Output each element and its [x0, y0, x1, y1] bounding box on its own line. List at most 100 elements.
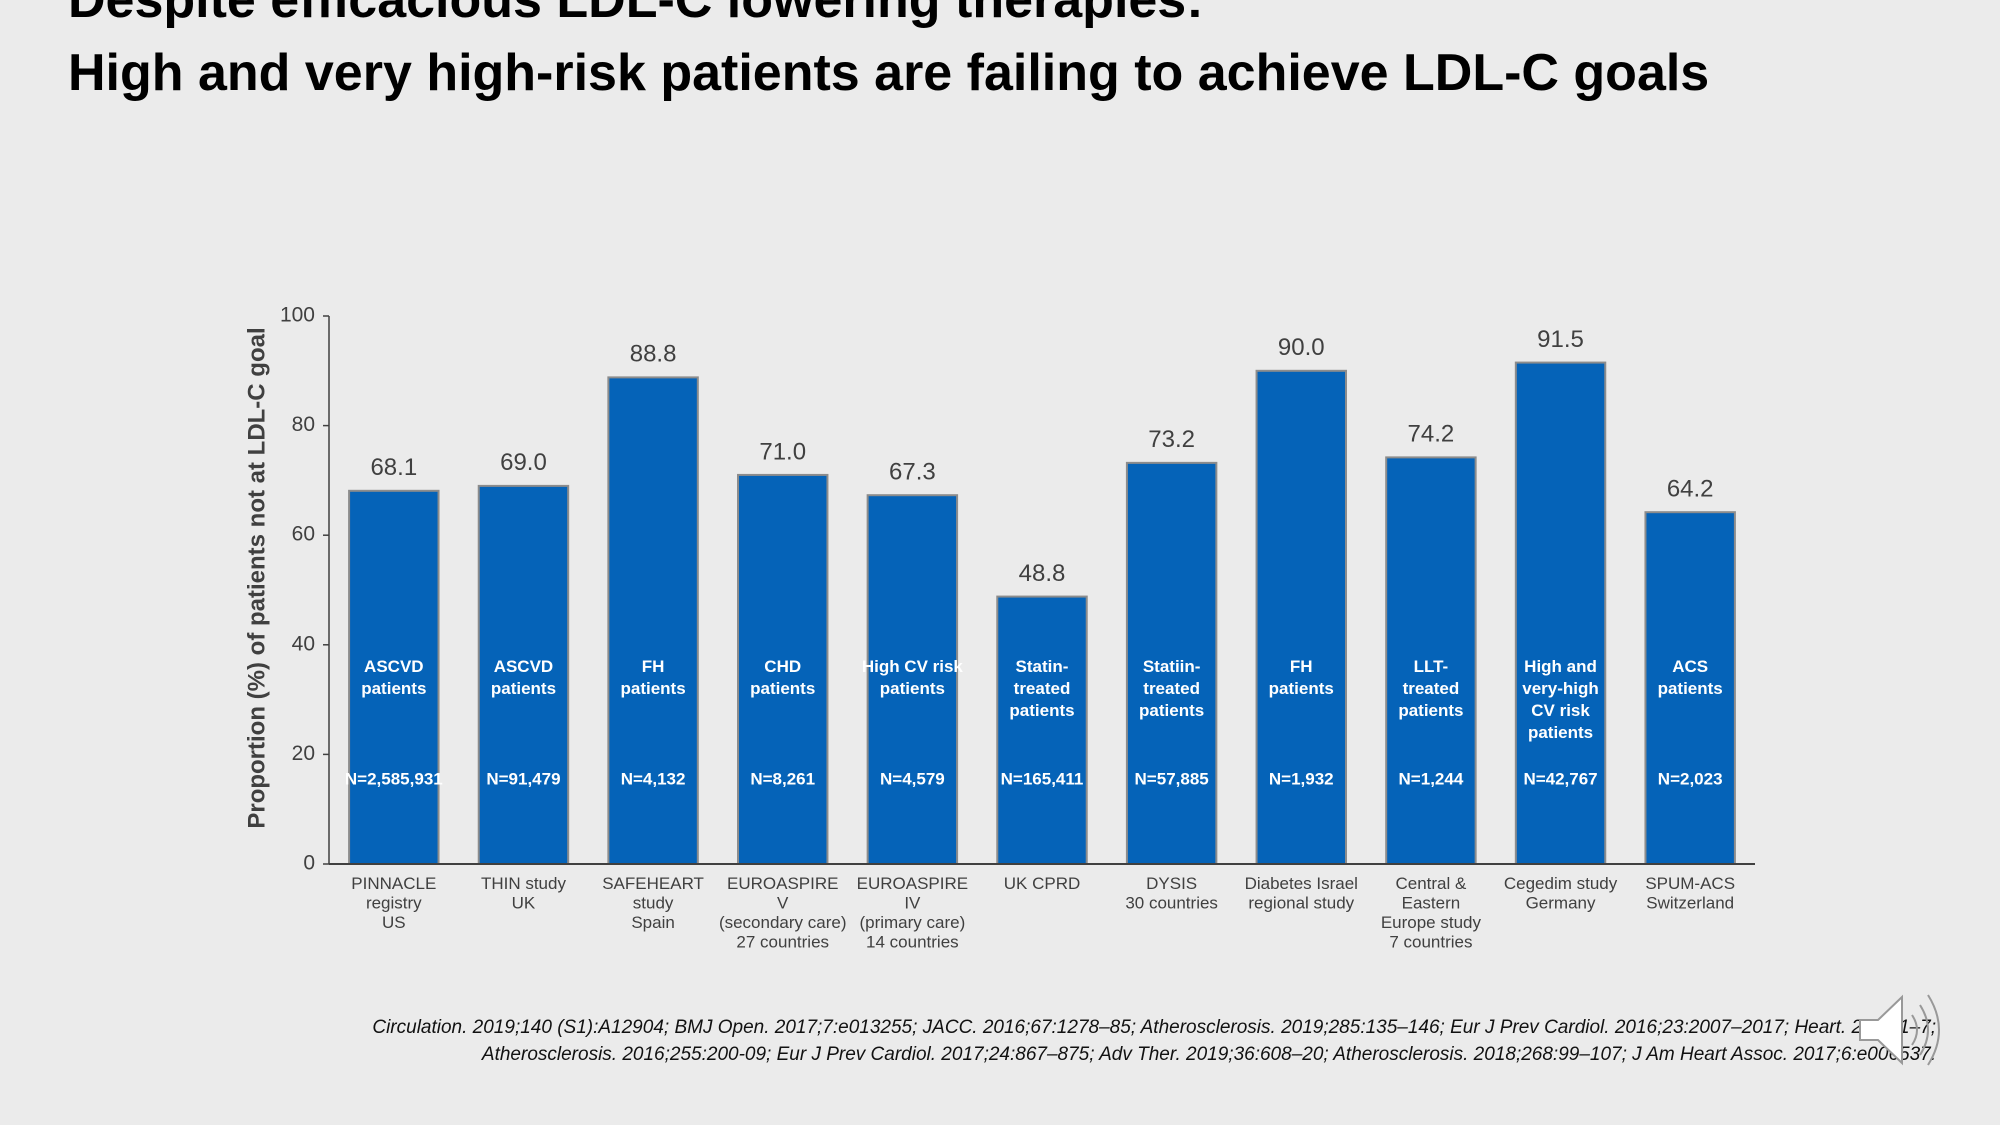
x-tick-label: Diabetes Israel regional study: [1245, 874, 1358, 913]
bar-inner-label-line: Statin-: [1016, 657, 1069, 676]
x-tick-label-line: IV: [904, 894, 921, 913]
x-tick-label-line: DYSIS: [1146, 874, 1197, 893]
x-tick-label-line: 27 countries: [736, 933, 829, 952]
x-tick-label: PINNACLE registry US: [351, 874, 436, 932]
x-tick-label-line: (primary care): [859, 913, 965, 932]
bar-inner-label-line: LLT-: [1414, 657, 1449, 676]
title-line: High and very high-risk patients are fai…: [68, 44, 1710, 102]
bar-inner-label-line: FH: [1290, 657, 1313, 676]
y-tick-label: 60: [292, 523, 315, 546]
x-tick-label-line: 14 countries: [866, 933, 959, 952]
bar: [996, 595, 1088, 865]
x-tick-label-line: UK: [512, 894, 536, 913]
bar-inner-label-line: Statiin-: [1143, 657, 1201, 676]
bar-inner-label-line: CV risk: [1531, 701, 1590, 720]
x-tick-label-line: Switzerland: [1646, 894, 1734, 913]
n-label: N=91,479: [486, 769, 560, 788]
y-tick-label: 100: [280, 304, 315, 327]
value-label: 71.0: [759, 438, 806, 465]
x-tick-label-line: Spain: [631, 913, 674, 932]
bar-inner-label: High and very-high CV risk patients: [1522, 657, 1599, 742]
bar-inner-label-line: patients: [361, 679, 426, 698]
x-tick-label-line: US: [382, 913, 406, 932]
bar-inner-label-line: ASCVD: [364, 657, 424, 676]
bar-inner-label-line: very-high: [1522, 679, 1599, 698]
x-tick-label-line: EUROASPIRE: [857, 874, 968, 893]
reference-line: Atherosclerosis. 2016;255:200-09; Eur J …: [481, 1044, 1936, 1065]
bar-inner-label-line: FH: [642, 657, 665, 676]
sound-wave: [1911, 1014, 1918, 1046]
bar-inner-label: ACS patients: [1658, 657, 1723, 698]
bar-inner-label-line: patients: [620, 679, 685, 698]
x-tick-label-line: EUROASPIRE: [727, 874, 838, 893]
y-tick-label: 0: [303, 852, 315, 875]
title-line: Despite efficacious LDL-C lowering thera…: [68, 0, 1204, 29]
value-label: 68.1: [370, 454, 417, 481]
bar-inner-label: FH patients: [620, 657, 685, 698]
x-tick-label: EUROASPIRE V (secondary care) 27 countries: [719, 874, 847, 952]
bar: [1255, 369, 1347, 865]
bar: [1385, 456, 1477, 865]
references: Circulation. 2019;140 (S1):A12904; BMJ O…: [300, 1014, 1936, 1068]
x-tick-label-line: study: [633, 894, 674, 913]
bar-inner-label-line: treated: [1143, 679, 1200, 698]
bar-inner-label-line: treated: [1403, 679, 1460, 698]
bar-inner-label-line: patients: [1269, 679, 1334, 698]
x-tick-label-line: Diabetes Israel: [1245, 874, 1358, 893]
bar-inner-label-line: High CV risk: [862, 657, 964, 676]
value-label: 64.2: [1667, 476, 1714, 503]
bar: [477, 484, 570, 865]
bar-inner-label-line: patients: [1528, 723, 1593, 742]
x-tick-label: EUROASPIRE IV (primary care) 14 countries: [857, 874, 968, 952]
bar-inner-label-line: ACS: [1672, 657, 1708, 676]
x-tick-label-line: UK CPRD: [1004, 874, 1081, 893]
bar-inner-label-line: patients: [1139, 701, 1204, 720]
x-tick-label: DYSIS 30 countries: [1125, 874, 1218, 913]
n-label: N=4,579: [880, 769, 945, 788]
x-tick-label-line: Cegedim study: [1504, 874, 1618, 893]
x-tick-label: SAFEHEART study Spain: [602, 874, 704, 932]
bar: [607, 376, 699, 865]
x-tick-label: UK CPRD: [1004, 874, 1081, 893]
bar-inner-label: ASCVD patients: [361, 657, 426, 698]
x-tick-label-line: Germany: [1526, 894, 1596, 913]
bar-inner-label: LLT-treated patients: [1398, 657, 1463, 720]
value-label: 48.8: [1019, 560, 1066, 587]
x-tick-label-line: (secondary care): [719, 913, 847, 932]
bar-inner-label: High CV risk patients: [862, 657, 964, 698]
x-tick-label-line: V: [777, 894, 789, 913]
bar-inner-label: ASCVD patients: [491, 657, 556, 698]
value-label: 73.2: [1148, 426, 1195, 453]
value-label: 91.5: [1537, 326, 1584, 353]
n-label: N=165,411: [1001, 769, 1084, 788]
n-label: N=1,244: [1399, 769, 1464, 788]
x-tick-label: Cegedim study Germany: [1504, 874, 1618, 913]
bar-inner-label: Statin-treated patients: [1009, 657, 1074, 720]
speaker-icon[interactable]: [1850, 985, 1960, 1075]
y-tick-label: 80: [292, 413, 315, 436]
bar-inner-label-line: patients: [1658, 679, 1723, 698]
value-label: 88.8: [630, 341, 677, 368]
value-label: 67.3: [889, 459, 936, 486]
x-tick-label: THIN study UK: [481, 874, 567, 913]
value-label: 74.2: [1408, 421, 1455, 448]
x-tick-label: Central & Eastern Europe study 7 countries: [1381, 874, 1482, 952]
n-label: N=57,885: [1135, 769, 1209, 788]
bar-inner-label-line: patients: [1009, 701, 1074, 720]
bar-inner-label-line: CHD: [764, 657, 801, 676]
x-tick-label: SPUM-ACS Switzerland: [1645, 874, 1735, 913]
bar-inner-label-line: treated: [1014, 679, 1071, 698]
speaker-body: [1859, 994, 1903, 1066]
bar-inner-label-line: patients: [491, 679, 556, 698]
x-tick-label-line: Central &: [1395, 874, 1467, 893]
x-tick-label-line: SPUM-ACS: [1645, 874, 1735, 893]
reference-line: Circulation. 2019;140 (S1):A12904; BMJ O…: [372, 1017, 1936, 1038]
n-label: N=1,932: [1269, 769, 1334, 788]
n-label: N=4,132: [621, 769, 686, 788]
n-label: N=2,023: [1658, 769, 1723, 788]
x-tick-label-line: PINNACLE: [351, 874, 436, 893]
n-label: N=42,767: [1523, 769, 1597, 788]
bar-inner-label-line: High and: [1524, 657, 1597, 676]
